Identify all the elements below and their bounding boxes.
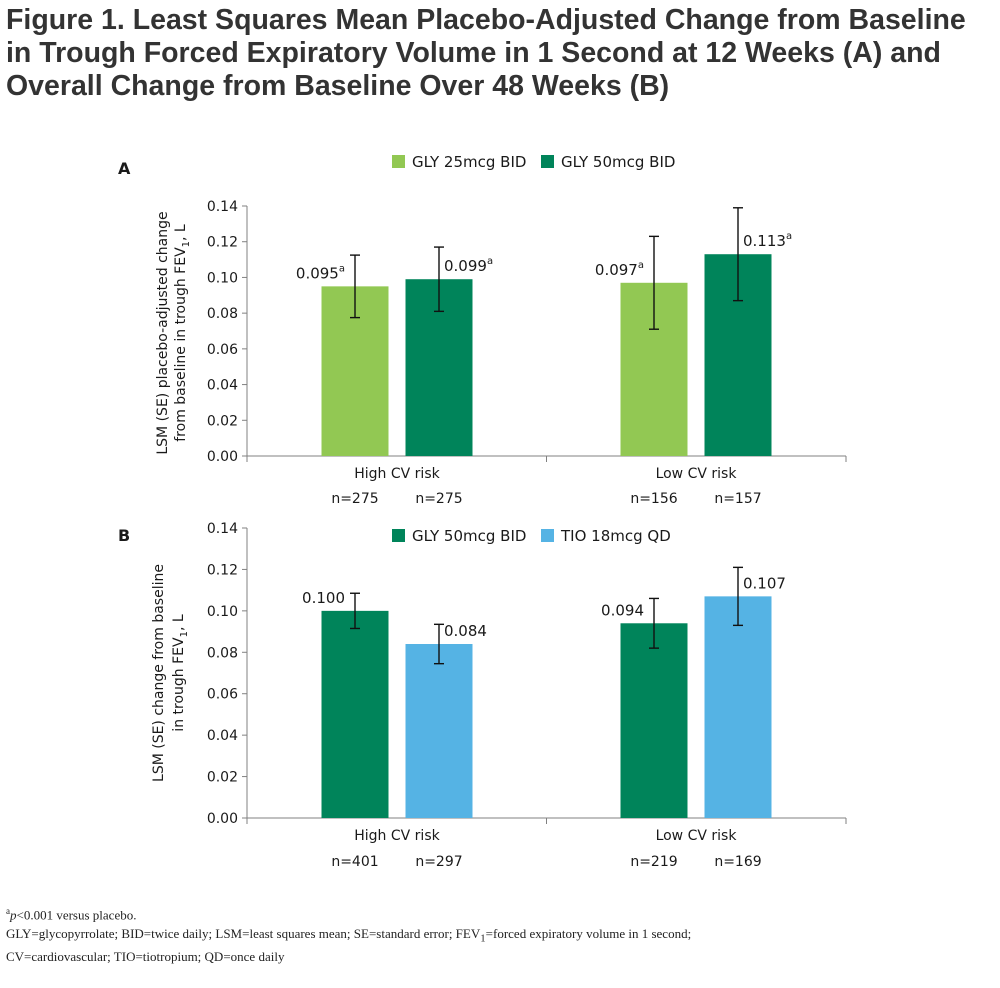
- data-label: 0.084: [444, 622, 487, 640]
- footnotes: ap<0.001 versus placebo. GLY=glycopyrrol…: [6, 903, 996, 965]
- y-axis-label-line2: in trough FEV1, L: [171, 614, 190, 732]
- footnote-abbrev-end: =forced expiratory volume in 1 second;: [485, 926, 692, 942]
- y-axis-label-subscript: 1: [181, 241, 192, 247]
- data-label-value: 0.107: [743, 574, 786, 592]
- n-label: n=297: [415, 854, 462, 870]
- data-label: 0.113a: [743, 231, 792, 250]
- data-label: 0.107: [743, 574, 786, 592]
- footnote-marker: a: [6, 906, 10, 916]
- data-label-value: 0.113: [743, 232, 786, 250]
- legend-label: TIO 18mcg QD: [560, 527, 671, 545]
- y-axis-label-unit: , L: [171, 614, 187, 631]
- data-label-superscript: a: [786, 231, 792, 242]
- data-label-superscript: a: [339, 263, 345, 274]
- figure-title: Figure 1. Least Squares Mean Placebo-Adj…: [6, 4, 966, 102]
- data-label-value: 0.095: [296, 264, 339, 282]
- footnote-abbreviations-2: CV=cardiovascular; TIO=tiotropium; QD=on…: [6, 948, 285, 964]
- bar: [321, 610, 389, 818]
- data-label: 0.100: [302, 589, 345, 607]
- legend-label: GLY 25mcg BID: [412, 153, 526, 171]
- footnote-abbrev-sub: 1: [480, 932, 486, 945]
- footnote-abbreviations-1: GLY=glycopyrrolate; BID=twice daily; LSM…: [6, 925, 996, 948]
- data-label-superscript: a: [487, 256, 493, 267]
- y-tick-label: 0.08: [207, 645, 238, 661]
- y-axis-label-line2: from baseline in trough FEV1, L: [173, 224, 192, 442]
- y-tick-label: 0.00: [207, 811, 238, 827]
- n-label: n=401: [331, 854, 378, 870]
- y-axis-label-line1: LSM (SE) change from baseline: [151, 564, 167, 782]
- y-axis-label-text: in trough FEV: [171, 637, 187, 732]
- data-label-value: 0.097: [595, 261, 638, 279]
- data-label: 0.095a: [296, 263, 345, 282]
- y-tick-label: 0.06: [207, 687, 238, 703]
- y-tick-label: 0.00: [207, 449, 238, 465]
- data-label-value: 0.100: [302, 589, 345, 607]
- legend-swatch: [392, 155, 405, 168]
- legend-swatch: [392, 529, 405, 542]
- y-tick-label: 0.04: [207, 728, 238, 744]
- y-axis-label-subscript: 1: [179, 631, 190, 637]
- data-label: 0.099a: [444, 256, 493, 275]
- data-label: 0.097a: [595, 260, 644, 279]
- n-label: n=156: [630, 491, 677, 507]
- legend-label: GLY 50mcg BID: [561, 153, 675, 171]
- y-tick-label: 0.14: [207, 199, 238, 215]
- data-label-value: 0.084: [444, 622, 487, 640]
- legend-label: GLY 50mcg BID: [412, 527, 526, 545]
- category-label: High CV risk: [354, 466, 440, 482]
- y-tick-label: 0.10: [207, 604, 238, 620]
- n-label: n=219: [630, 854, 677, 870]
- n-label: n=275: [415, 491, 462, 507]
- y-axis-label-unit: , L: [173, 224, 189, 241]
- bar: [704, 596, 772, 818]
- data-label-value: 0.094: [601, 601, 644, 619]
- category-label: Low CV risk: [656, 828, 738, 844]
- data-label: 0.094: [601, 601, 644, 619]
- legend-swatch: [541, 529, 554, 542]
- bar: [405, 644, 473, 818]
- footnote-significance: ap<0.001 versus placebo.: [6, 903, 996, 923]
- data-label-superscript: a: [638, 260, 644, 271]
- legend-swatch: [541, 155, 554, 168]
- y-tick-label: 0.08: [207, 306, 238, 322]
- y-tick-label: 0.02: [207, 413, 238, 429]
- category-label: Low CV risk: [656, 466, 738, 482]
- y-tick-label: 0.04: [207, 378, 238, 394]
- y-axis-label-line1: LSM (SE) placebo-adjusted change: [155, 211, 171, 454]
- chart-panel-a: A GLY 25mcg BID GLY 50mcg BID 0.00 0.02 0.04 0…: [118, 153, 847, 507]
- n-label: n=275: [331, 491, 378, 507]
- n-label: n=169: [714, 854, 761, 870]
- footnote-p-symbol: p: [10, 907, 17, 923]
- category-label: High CV risk: [354, 828, 440, 844]
- y-axis-label-text: from baseline in trough FEV: [173, 247, 189, 442]
- bar: [620, 623, 688, 818]
- y-tick-label: 0.06: [207, 342, 238, 358]
- footnote-significance-text: <0.001 versus placebo.: [16, 907, 137, 923]
- y-tick-label: 0.12: [207, 235, 238, 251]
- n-label: n=157: [714, 491, 761, 507]
- y-tick-label: 0.12: [207, 562, 238, 578]
- data-label-value: 0.099: [444, 257, 487, 275]
- y-tick-label: 0.14: [207, 521, 238, 537]
- figure-charts: A GLY 25mcg BID GLY 50mcg BID 0.00 0.02 0.04 0…: [118, 153, 847, 870]
- panel-label: A: [118, 159, 131, 178]
- footnote-abbrev-start: GLY=glycopyrrolate; BID=twice daily; LSM…: [6, 926, 481, 942]
- panel-label: B: [118, 526, 130, 545]
- chart-panel-b: B GLY 50mcg BID TIO 18mcg QD 0.00 0.02 0.04 0.…: [118, 521, 847, 870]
- y-tick-label: 0.02: [207, 770, 238, 786]
- y-tick-label: 0.10: [207, 270, 238, 286]
